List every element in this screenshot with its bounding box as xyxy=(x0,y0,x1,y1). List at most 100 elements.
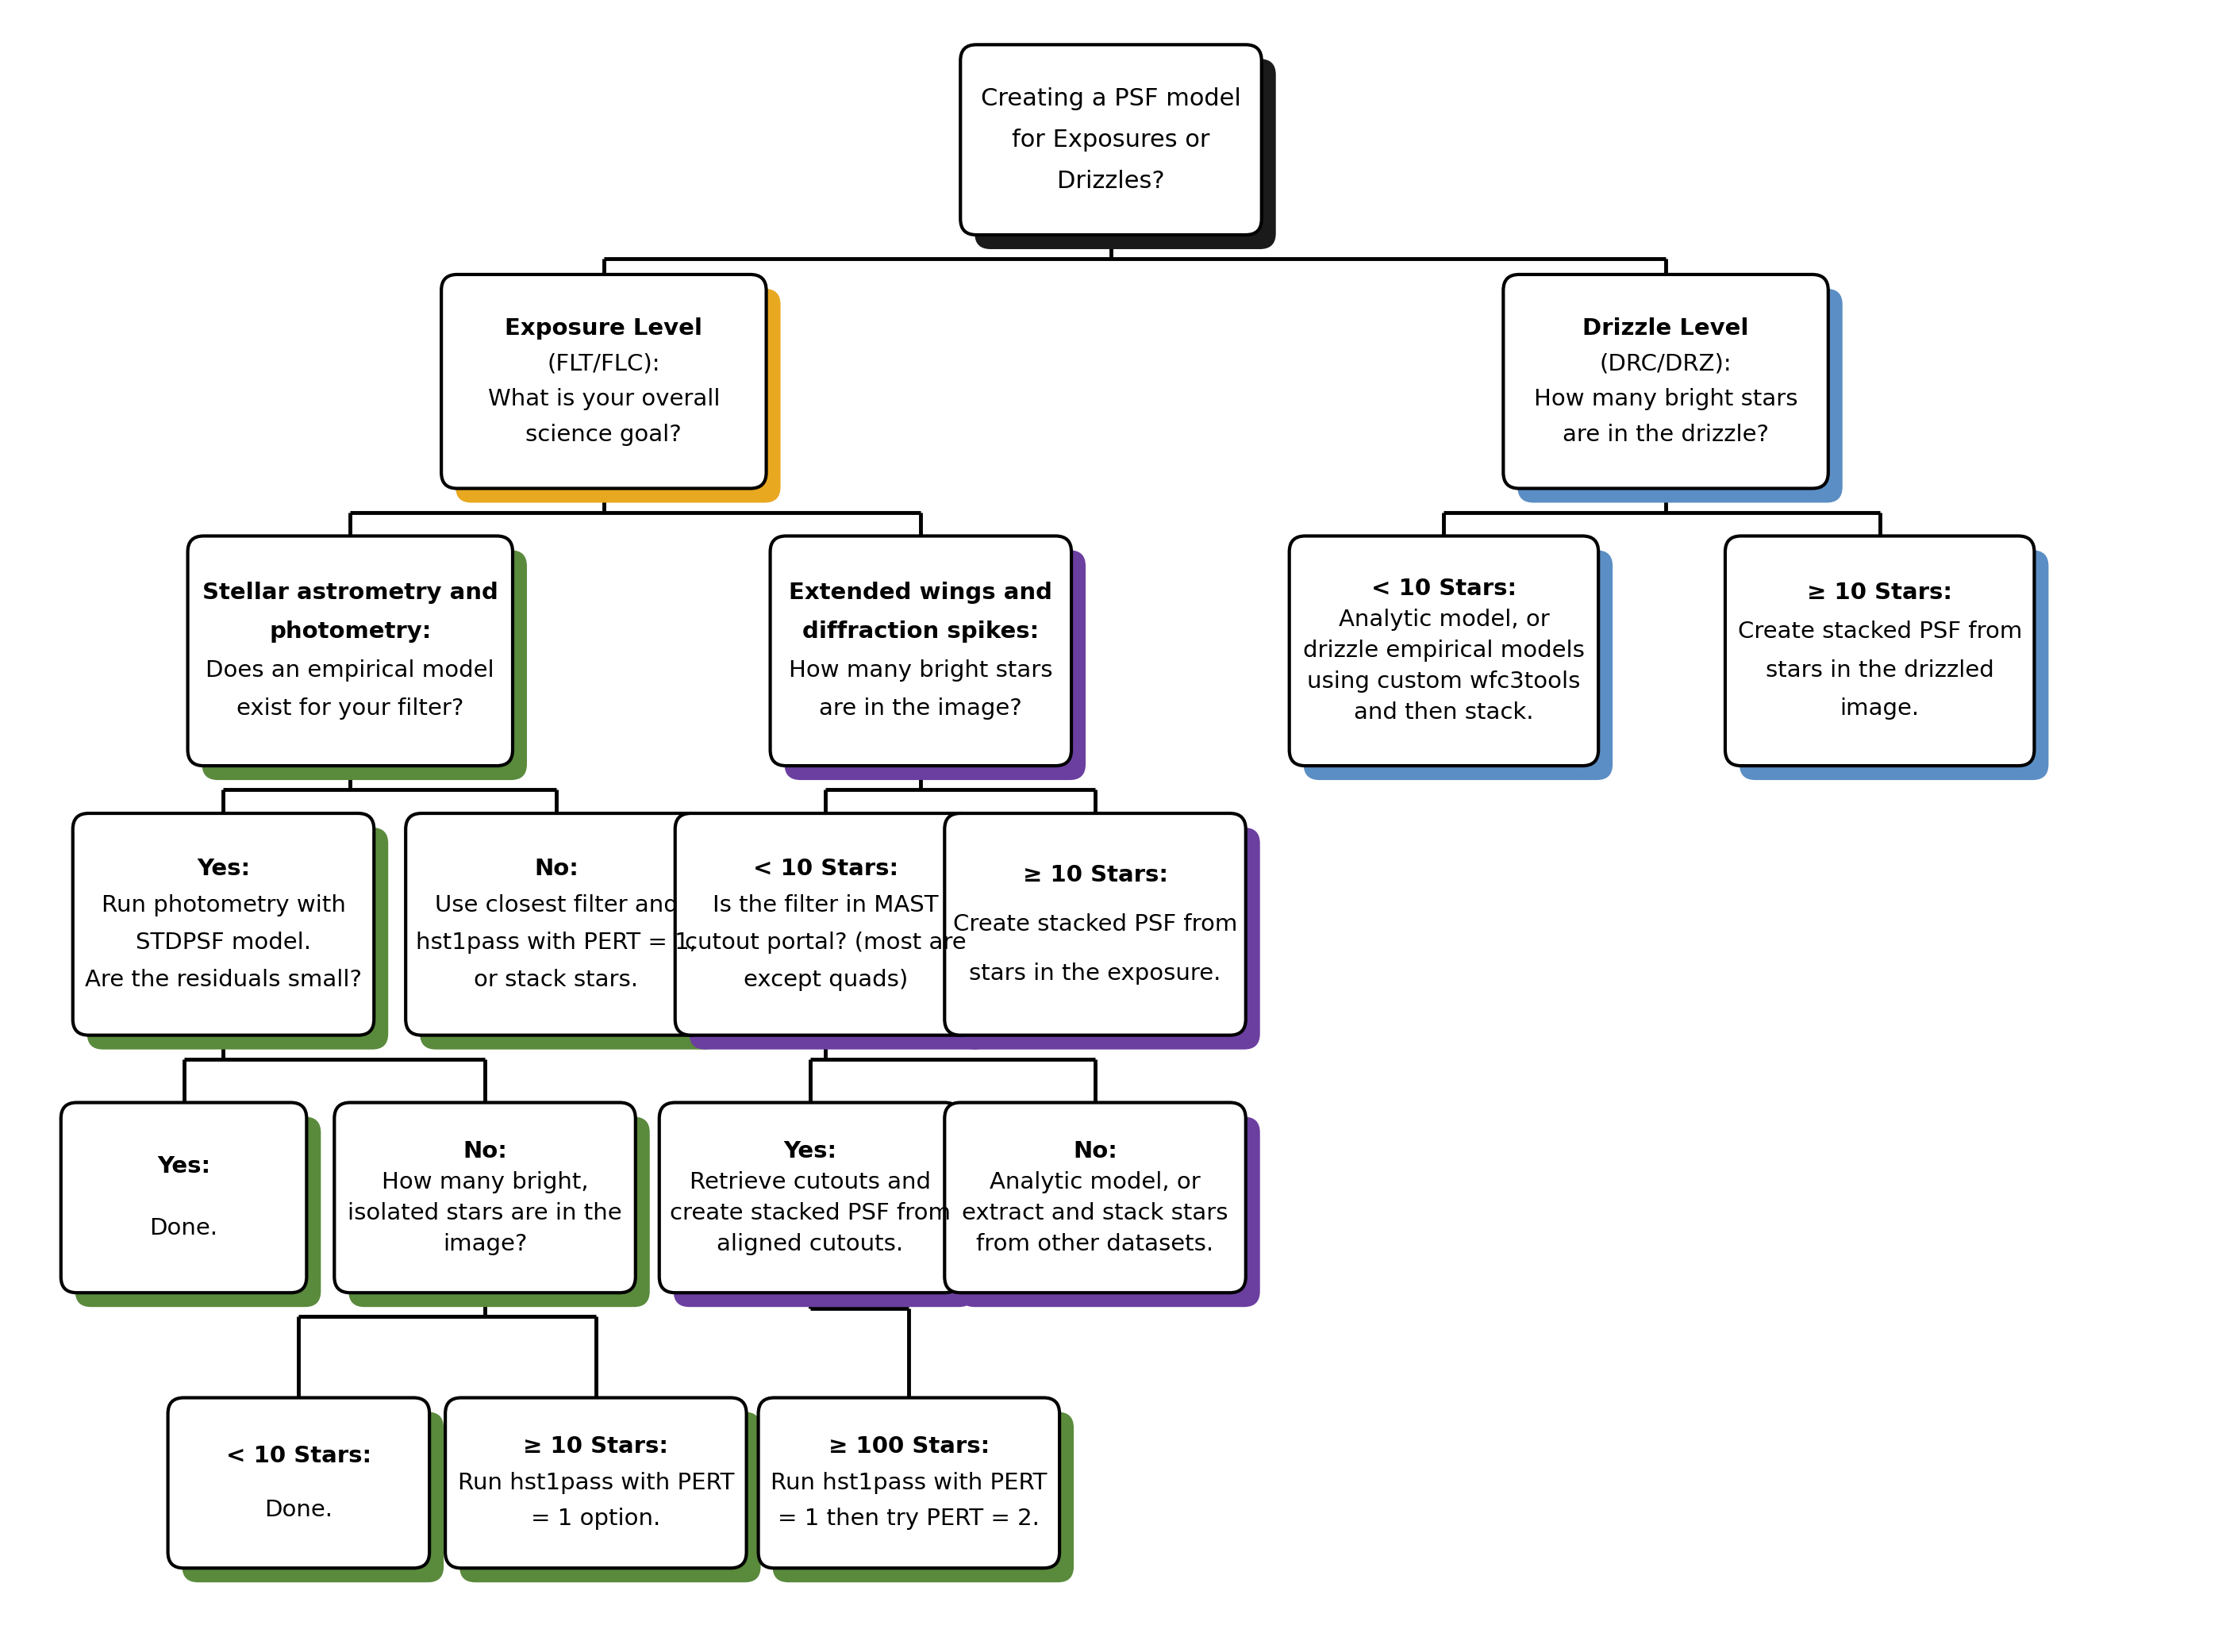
FancyBboxPatch shape xyxy=(660,1102,960,1294)
FancyBboxPatch shape xyxy=(442,274,767,489)
Text: ≥ 10 Stars:: ≥ 10 Stars: xyxy=(1022,864,1169,885)
FancyBboxPatch shape xyxy=(444,1398,747,1568)
Text: = 1 then try PERT = 2.: = 1 then try PERT = 2. xyxy=(778,1508,1040,1530)
Text: diffraction spikes:: diffraction spikes: xyxy=(802,621,1040,643)
Text: are in the drizzle?: are in the drizzle? xyxy=(1562,423,1769,446)
Text: No:: No: xyxy=(462,1140,507,1163)
Text: for Exposures or: for Exposures or xyxy=(1011,129,1211,152)
FancyBboxPatch shape xyxy=(420,828,722,1049)
Text: (DRC/DRZ):: (DRC/DRZ): xyxy=(1600,352,1731,375)
Text: Done.: Done. xyxy=(149,1218,218,1239)
Text: Run photometry with: Run photometry with xyxy=(102,895,347,917)
Text: Yes:: Yes: xyxy=(782,1140,835,1163)
FancyBboxPatch shape xyxy=(784,550,1087,780)
Text: Yes:: Yes: xyxy=(158,1156,211,1178)
FancyBboxPatch shape xyxy=(773,1412,1073,1583)
FancyBboxPatch shape xyxy=(1504,274,1829,489)
Text: Creating a PSF model: Creating a PSF model xyxy=(980,88,1242,111)
FancyBboxPatch shape xyxy=(169,1398,429,1568)
Text: STDPSF model.: STDPSF model. xyxy=(136,932,311,953)
Text: Create stacked PSF from: Create stacked PSF from xyxy=(953,914,1238,935)
Text: < 10 Stars:: < 10 Stars: xyxy=(753,857,898,881)
FancyBboxPatch shape xyxy=(73,813,373,1036)
Text: stars in the exposure.: stars in the exposure. xyxy=(969,963,1222,985)
FancyBboxPatch shape xyxy=(960,828,1260,1049)
FancyBboxPatch shape xyxy=(1724,535,2035,767)
Text: Does an empirical model: Does an empirical model xyxy=(207,659,496,681)
FancyBboxPatch shape xyxy=(673,1117,975,1307)
Text: Run hst1pass with PERT: Run hst1pass with PERT xyxy=(458,1472,733,1493)
FancyBboxPatch shape xyxy=(771,535,1071,767)
FancyBboxPatch shape xyxy=(456,289,780,502)
FancyBboxPatch shape xyxy=(944,813,1247,1036)
FancyBboxPatch shape xyxy=(407,813,707,1036)
Text: Drizzle Level: Drizzle Level xyxy=(1582,317,1749,339)
FancyBboxPatch shape xyxy=(202,550,527,780)
Text: Extended wings and: Extended wings and xyxy=(789,582,1053,605)
Text: ≥ 100 Stars:: ≥ 100 Stars: xyxy=(829,1436,989,1459)
Text: What is your overall: What is your overall xyxy=(489,388,720,410)
Text: Are the residuals small?: Are the residuals small? xyxy=(84,968,362,991)
Text: ≥ 10 Stars:: ≥ 10 Stars: xyxy=(1806,582,1953,605)
Text: Retrieve cutouts and: Retrieve cutouts and xyxy=(689,1171,931,1193)
Text: and then stack.: and then stack. xyxy=(1353,702,1533,724)
Text: Use closest filter and: Use closest filter and xyxy=(436,895,678,917)
Text: hst1pass with PERT = 1,: hst1pass with PERT = 1, xyxy=(416,932,698,953)
FancyBboxPatch shape xyxy=(60,1102,307,1294)
Text: Yes:: Yes: xyxy=(198,857,251,881)
Text: How many bright stars: How many bright stars xyxy=(1533,388,1798,410)
Text: drizzle empirical models: drizzle empirical models xyxy=(1302,639,1584,662)
FancyBboxPatch shape xyxy=(1289,535,1598,767)
Text: Run hst1pass with PERT: Run hst1pass with PERT xyxy=(771,1472,1047,1493)
FancyBboxPatch shape xyxy=(944,1102,1247,1294)
Text: are in the image?: are in the image? xyxy=(820,697,1022,720)
FancyBboxPatch shape xyxy=(689,828,991,1049)
Text: photometry:: photometry: xyxy=(269,621,431,643)
Text: exist for your filter?: exist for your filter? xyxy=(236,697,464,720)
FancyBboxPatch shape xyxy=(349,1117,649,1307)
Text: < 10 Stars:: < 10 Stars: xyxy=(227,1446,371,1467)
FancyBboxPatch shape xyxy=(187,535,513,767)
FancyBboxPatch shape xyxy=(1740,550,2049,780)
Text: aligned cutouts.: aligned cutouts. xyxy=(715,1232,902,1256)
Text: from other datasets.: from other datasets. xyxy=(975,1232,1213,1256)
FancyBboxPatch shape xyxy=(960,45,1262,235)
FancyBboxPatch shape xyxy=(1518,289,1842,502)
Text: How many bright stars: How many bright stars xyxy=(789,659,1053,681)
FancyBboxPatch shape xyxy=(1304,550,1613,780)
Text: Create stacked PSF from: Create stacked PSF from xyxy=(1738,621,2022,643)
FancyBboxPatch shape xyxy=(675,813,975,1036)
Text: How many bright,: How many bright, xyxy=(382,1171,589,1193)
Text: Exposure Level: Exposure Level xyxy=(504,317,702,339)
Text: cutout portal? (most are: cutout portal? (most are xyxy=(684,932,967,953)
Text: Drizzles?: Drizzles? xyxy=(1058,170,1164,193)
Text: Analytic model, or: Analytic model, or xyxy=(989,1171,1200,1193)
Text: Is the filter in MAST: Is the filter in MAST xyxy=(713,895,938,917)
Text: except quads): except quads) xyxy=(744,968,909,991)
Text: (FLT/FLC):: (FLT/FLC): xyxy=(547,352,660,375)
FancyBboxPatch shape xyxy=(975,59,1275,249)
FancyBboxPatch shape xyxy=(333,1102,635,1294)
FancyBboxPatch shape xyxy=(87,828,389,1049)
Text: ≥ 10 Stars:: ≥ 10 Stars: xyxy=(522,1436,669,1459)
Text: Analytic model, or: Analytic model, or xyxy=(1338,610,1549,631)
Text: using custom wfc3tools: using custom wfc3tools xyxy=(1307,671,1580,692)
Text: image.: image. xyxy=(1840,697,1920,720)
FancyBboxPatch shape xyxy=(758,1398,1060,1568)
FancyBboxPatch shape xyxy=(182,1412,444,1583)
Text: Stellar astrometry and: Stellar astrometry and xyxy=(202,582,498,605)
Text: science goal?: science goal? xyxy=(527,423,682,446)
Text: create stacked PSF from: create stacked PSF from xyxy=(669,1203,951,1224)
FancyBboxPatch shape xyxy=(460,1412,760,1583)
Text: image?: image? xyxy=(442,1232,527,1256)
FancyBboxPatch shape xyxy=(960,1117,1260,1307)
FancyBboxPatch shape xyxy=(76,1117,320,1307)
Text: or stack stars.: or stack stars. xyxy=(473,968,638,991)
Text: No:: No: xyxy=(1073,1140,1118,1163)
Text: extract and stack stars: extract and stack stars xyxy=(962,1203,1229,1224)
Text: = 1 option.: = 1 option. xyxy=(531,1508,660,1530)
Text: < 10 Stars:: < 10 Stars: xyxy=(1371,578,1518,600)
Text: isolated stars are in the: isolated stars are in the xyxy=(349,1203,622,1224)
Text: stars in the drizzled: stars in the drizzled xyxy=(1766,659,1993,681)
Text: No:: No: xyxy=(533,857,578,881)
